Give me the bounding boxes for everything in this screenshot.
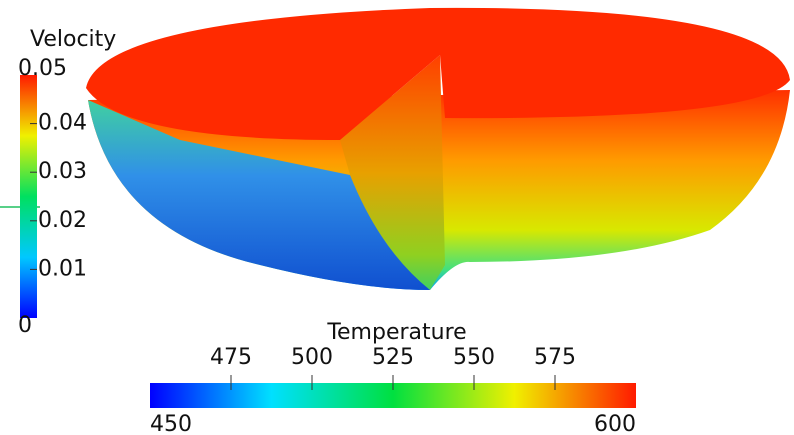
velocity-tick-label: 0.03 bbox=[38, 159, 87, 184]
velocity-tick-label: 0.04 bbox=[38, 111, 87, 136]
temperature-tick-label: 475 bbox=[210, 345, 252, 370]
velocity-min: 0 bbox=[18, 313, 32, 338]
velocity-title: Velocity bbox=[30, 27, 116, 52]
temperature-tick-label: 525 bbox=[372, 345, 414, 370]
velocity-tick-label: 0.02 bbox=[38, 208, 87, 233]
temperature-tick-label: 575 bbox=[534, 345, 576, 370]
temperature-tick-label: 500 bbox=[291, 345, 333, 370]
velocity-colorbar bbox=[20, 75, 37, 318]
temperature-tick-label: 550 bbox=[453, 345, 495, 370]
temperature-min: 450 bbox=[150, 412, 192, 435]
temperature-max: 600 bbox=[594, 412, 636, 435]
velocity-tick-label: 0.01 bbox=[38, 256, 87, 281]
velocity-max: 0.05 bbox=[18, 56, 67, 81]
temperature-title: Temperature bbox=[326, 320, 466, 345]
rendering bbox=[0, 7, 790, 290]
